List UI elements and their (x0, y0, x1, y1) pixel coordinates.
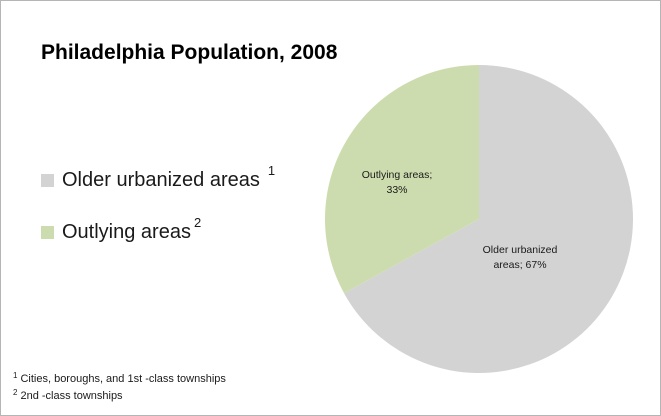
pie-label-older-urbanized: Older urbanized areas; 67% (483, 244, 558, 271)
footnote-2: 2 2nd -class townships (13, 388, 226, 405)
legend-label-outlying: Outlying areas (62, 221, 191, 243)
legend-swatch-outlying (41, 226, 54, 239)
legend-footnote-mark-2: 2 (193, 215, 202, 230)
footnote-1-mark: 1 (13, 371, 18, 380)
pie-slice-outlying (325, 65, 479, 294)
pie-slice-older-urbanized (344, 65, 633, 373)
legend-footnote-mark-1: 1 (267, 163, 276, 178)
legend-label-older-urbanized: Older urbanized areas (62, 169, 260, 191)
footnote-1: 1 Cities, boroughs, and 1st -class townsh… (13, 371, 226, 388)
pie-label-older-urbanized-line-2: areas; 67% (493, 259, 546, 271)
footnotes: 1 Cities, boroughs, and 1st -class townsh… (13, 371, 226, 405)
footnote-2-mark: 2 (13, 388, 18, 397)
footnote-1-text: Cities, boroughs, and 1st -class townshi… (20, 373, 226, 385)
pie-label-outlying-line-2: 33% (386, 184, 407, 196)
legend-swatch-older-urbanized (41, 174, 54, 187)
footnote-2-text: 2nd -class townships (20, 390, 123, 402)
pie-label-outlying-line-1: Outlying areas; (362, 169, 433, 181)
pie-label-outlying: Outlying areas; 33% (362, 169, 433, 196)
pie-label-older-urbanized-line-1: Older urbanized (483, 244, 558, 256)
legend-item-outlying: Outlying areas 2 (41, 215, 201, 244)
legend-item-older-urbanized: Older urbanized areas 1 (41, 163, 275, 192)
chart-title: Philadelphia Population, 2008 (41, 41, 338, 64)
